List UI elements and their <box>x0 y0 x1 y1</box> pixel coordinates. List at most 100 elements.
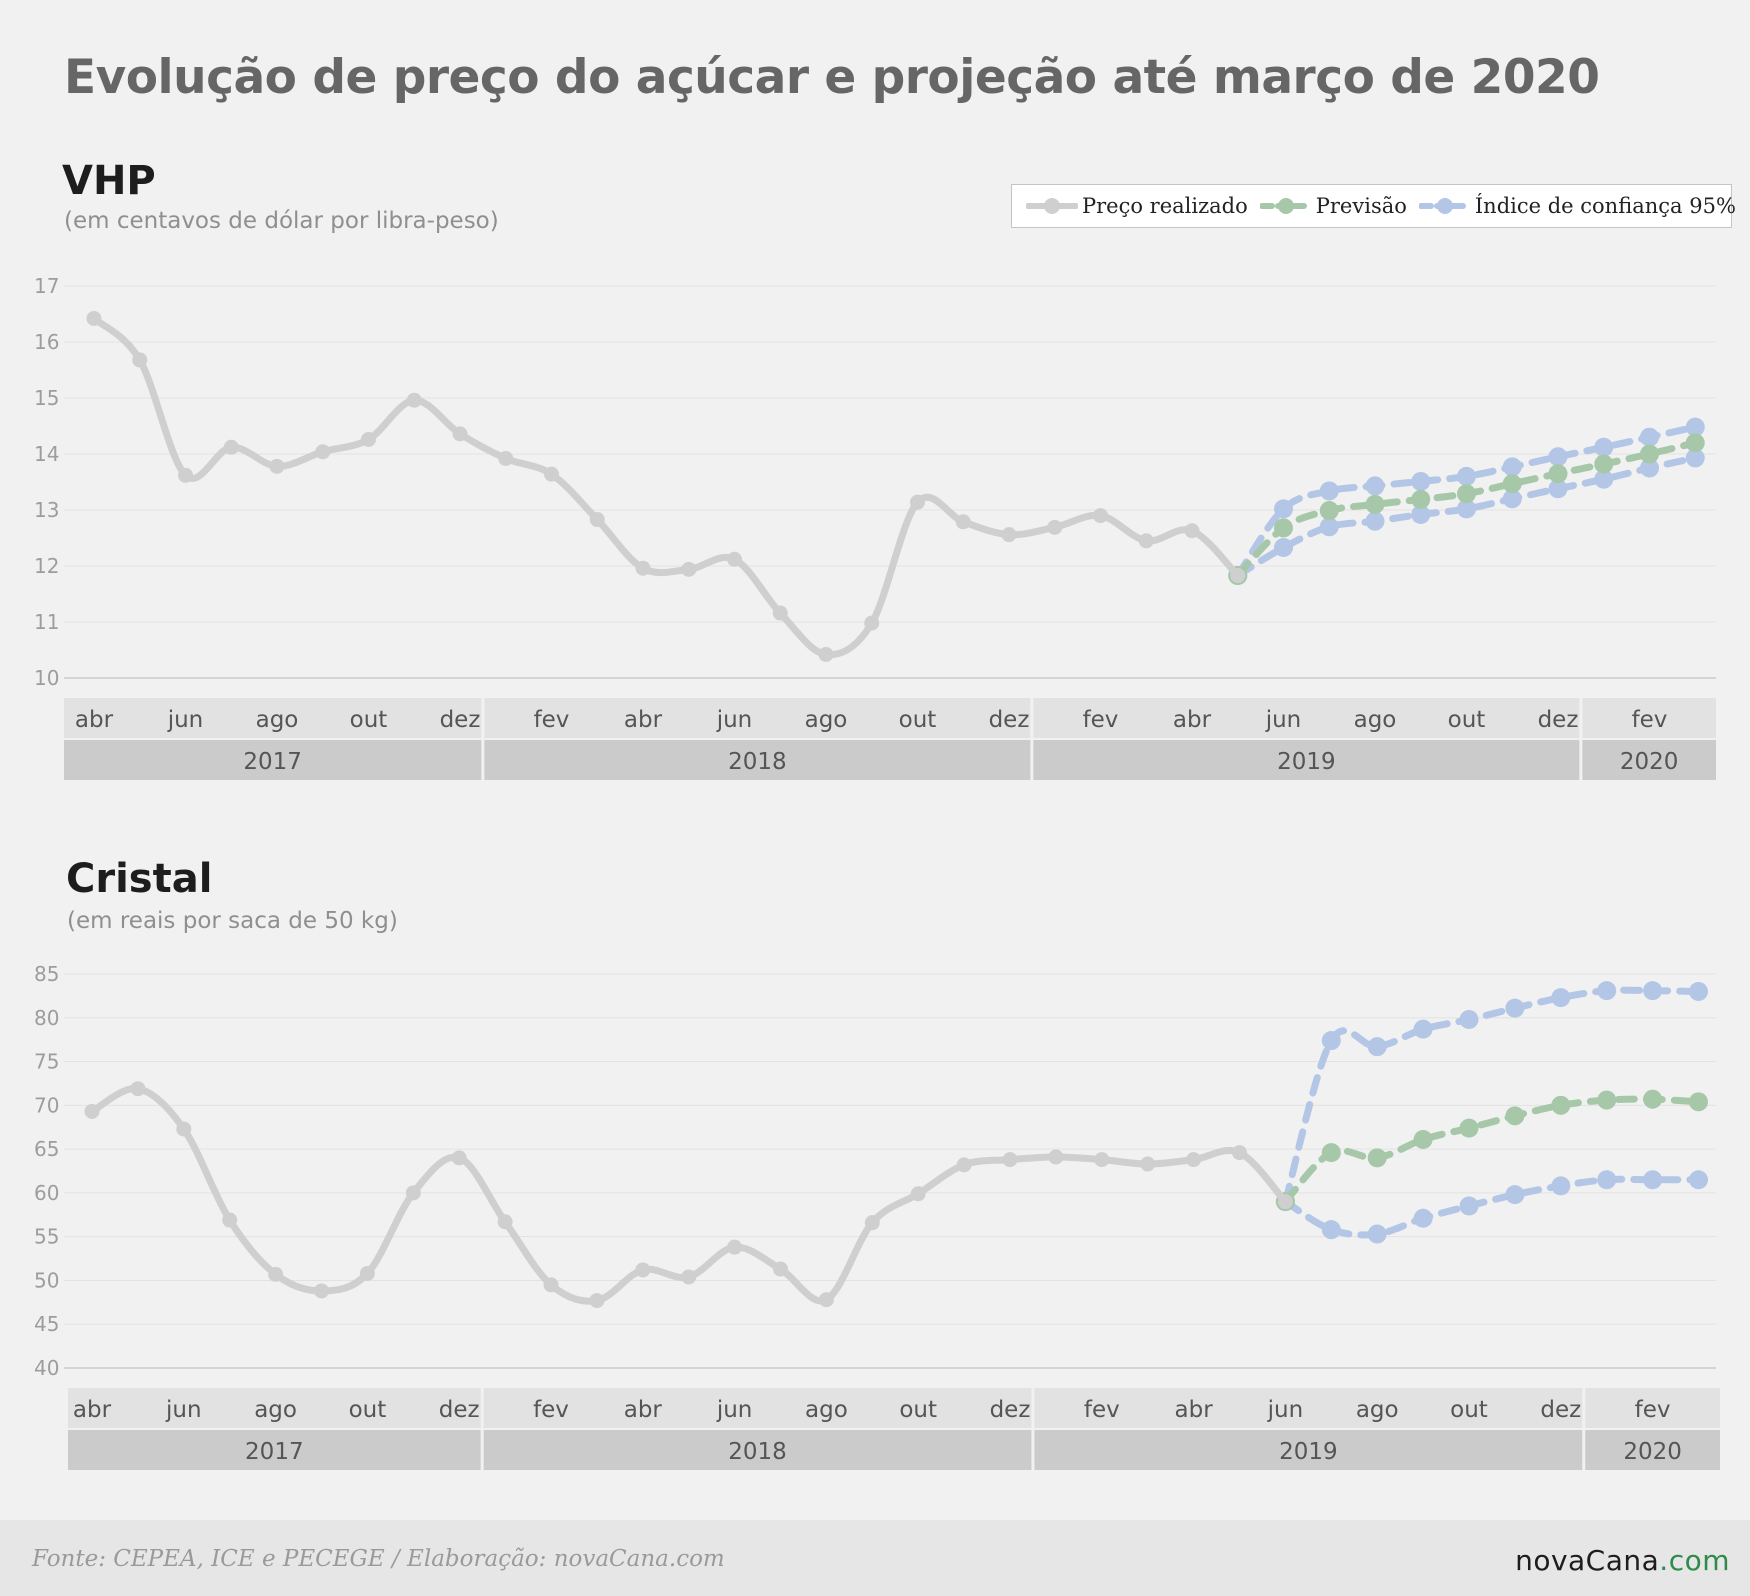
footer: Fonte: CEPEA, ICE e PECEGE / Elaboração:… <box>0 1520 1750 1596</box>
vhp-data-point <box>910 494 925 510</box>
vhp-data-point <box>1319 481 1339 501</box>
cristal-data-point <box>1186 1152 1202 1168</box>
vhp-data-point <box>635 560 651 576</box>
cristal-data-point <box>1002 1152 1018 1168</box>
brand-logo-main: novaCana <box>1515 1544 1660 1577</box>
vhp-data-point <box>1640 427 1659 447</box>
vhp-data-point <box>178 467 193 483</box>
cristal-year-band <box>1585 1430 1720 1470</box>
vhp-data-point <box>1594 469 1614 489</box>
vhp-data-point <box>406 392 422 408</box>
cristal-year-band <box>68 1430 481 1470</box>
cristal-year-band <box>1034 1430 1583 1470</box>
vhp-year-band <box>1582 740 1716 780</box>
cristal-data-point <box>1459 1118 1479 1138</box>
vhp-y-tick-label: 13 <box>34 498 59 522</box>
cristal-y-tick-label: 45 <box>34 1312 59 1336</box>
cristal-data-point <box>1277 1194 1293 1210</box>
cristal-month-label: ago <box>1356 1397 1399 1423</box>
cristal-data-point <box>1689 1170 1708 1190</box>
vhp-year-label: 2018 <box>728 749 787 775</box>
legend: Preço realizado Previsão Índice de confi… <box>1011 184 1736 228</box>
vhp-data-point <box>1365 476 1385 496</box>
vhp-month-band <box>64 698 1716 738</box>
source-note: Fonte: CEPEA, ICE e PECEGE / Elaboração:… <box>32 1546 725 1572</box>
vhp-data-point <box>1594 454 1614 474</box>
vhp-data-point <box>1548 464 1568 484</box>
vhp-data-point <box>1411 489 1431 509</box>
cristal-y-tick-label: 40 <box>34 1356 59 1380</box>
cristal-data-point <box>1597 981 1617 1001</box>
vhp-month-label: jun <box>1265 707 1302 733</box>
cristal-y-tick-label: 80 <box>34 1006 59 1030</box>
vhp-month-label: out <box>899 707 937 733</box>
cristal-year-band <box>483 1430 1032 1470</box>
cristal-month-label: ago <box>254 1397 297 1423</box>
cristal-data-point <box>1367 1148 1387 1168</box>
vhp-year-band <box>64 740 482 780</box>
vhp-data-point <box>589 512 605 528</box>
cristal-month-label: dez <box>1540 1397 1581 1423</box>
cristal-year-label: 2017 <box>245 1439 304 1465</box>
vhp-data-point <box>1138 533 1154 549</box>
vhp-y-tick-label: 14 <box>34 442 59 466</box>
legend-forecast-swatch <box>1259 198 1312 214</box>
cristal-month-label: out <box>899 1397 937 1423</box>
cristal-data-point <box>1232 1145 1247 1161</box>
vhp-month-label: dez <box>1538 707 1579 733</box>
vhp-month-label: ago <box>1354 707 1397 733</box>
vhp-data-point <box>1319 517 1339 537</box>
vhp-data-point <box>1184 523 1200 539</box>
legend-forecast-label: Previsão <box>1315 194 1407 218</box>
cristal-data-point <box>543 1277 559 1293</box>
vhp-chart: 10 11 12 13 14 15 16 17 2017 2018 2019 2020 abr jun ag… <box>34 274 1716 780</box>
cristal-data-point <box>1048 1149 1064 1165</box>
vhp-data-point <box>1093 508 1108 524</box>
vhp-data-point <box>86 310 102 326</box>
cristal-data-point <box>1094 1152 1110 1168</box>
vhp-chart-subtitle: (em centavos de dólar por libra-peso) <box>64 208 499 234</box>
cristal-data-point <box>910 1186 926 1202</box>
cristal-data-point <box>1505 1106 1525 1126</box>
cristal-data-point <box>1413 1019 1433 1039</box>
vhp-data-point <box>1548 447 1568 467</box>
vhp-month-label: fev <box>1632 707 1668 733</box>
vhp-year-band <box>484 740 1031 780</box>
cristal-data-point <box>1643 981 1663 1001</box>
cristal-data-point <box>222 1212 238 1228</box>
vhp-month-label: abr <box>1173 707 1212 733</box>
cristal-data-point <box>773 1261 788 1277</box>
vhp-y-tick-label: 16 <box>34 330 59 354</box>
cristal-y-tick-label: 60 <box>34 1181 59 1205</box>
vhp-month-label: ago <box>805 707 848 733</box>
vhp-chart-title: VHP <box>62 158 156 204</box>
cristal-data-point <box>1321 1143 1341 1163</box>
vhp-data-point <box>1274 538 1293 558</box>
vhp-data-point <box>772 605 788 621</box>
cristal-month-label: fev <box>1084 1397 1120 1423</box>
vhp-data-point <box>1047 519 1063 535</box>
vhp-month-label: fev <box>1083 707 1119 733</box>
cristal-data-point <box>1140 1156 1156 1172</box>
vhp-data-point <box>498 450 514 466</box>
vhp-data-point <box>1274 518 1293 538</box>
legend-item-forecast: Previsão <box>1259 194 1407 218</box>
cristal-month-label: abr <box>624 1397 663 1423</box>
vhp-data-point <box>361 431 376 447</box>
legend-item-realized: Preço realizado <box>1026 194 1248 218</box>
vhp-data-point <box>223 439 239 455</box>
vhp-data-point <box>1685 433 1705 453</box>
cristal-data-point <box>1413 1208 1433 1228</box>
vhp-data-point <box>1502 457 1522 477</box>
cristal-data-point <box>1597 1090 1617 1110</box>
vhp-year-label: 2020 <box>1620 749 1679 775</box>
cristal-data-point <box>314 1283 329 1299</box>
cristal-data-point <box>1367 1037 1387 1057</box>
vhp-data-point <box>452 426 468 442</box>
cristal-data-point <box>1597 1170 1617 1190</box>
vhp-data-point <box>315 444 331 460</box>
cristal-month-label: out <box>349 1397 387 1423</box>
vhp-year-band <box>1033 740 1580 780</box>
legend-realized-label: Preço realizado <box>1082 194 1248 218</box>
cristal-data-point <box>1505 1185 1525 1205</box>
